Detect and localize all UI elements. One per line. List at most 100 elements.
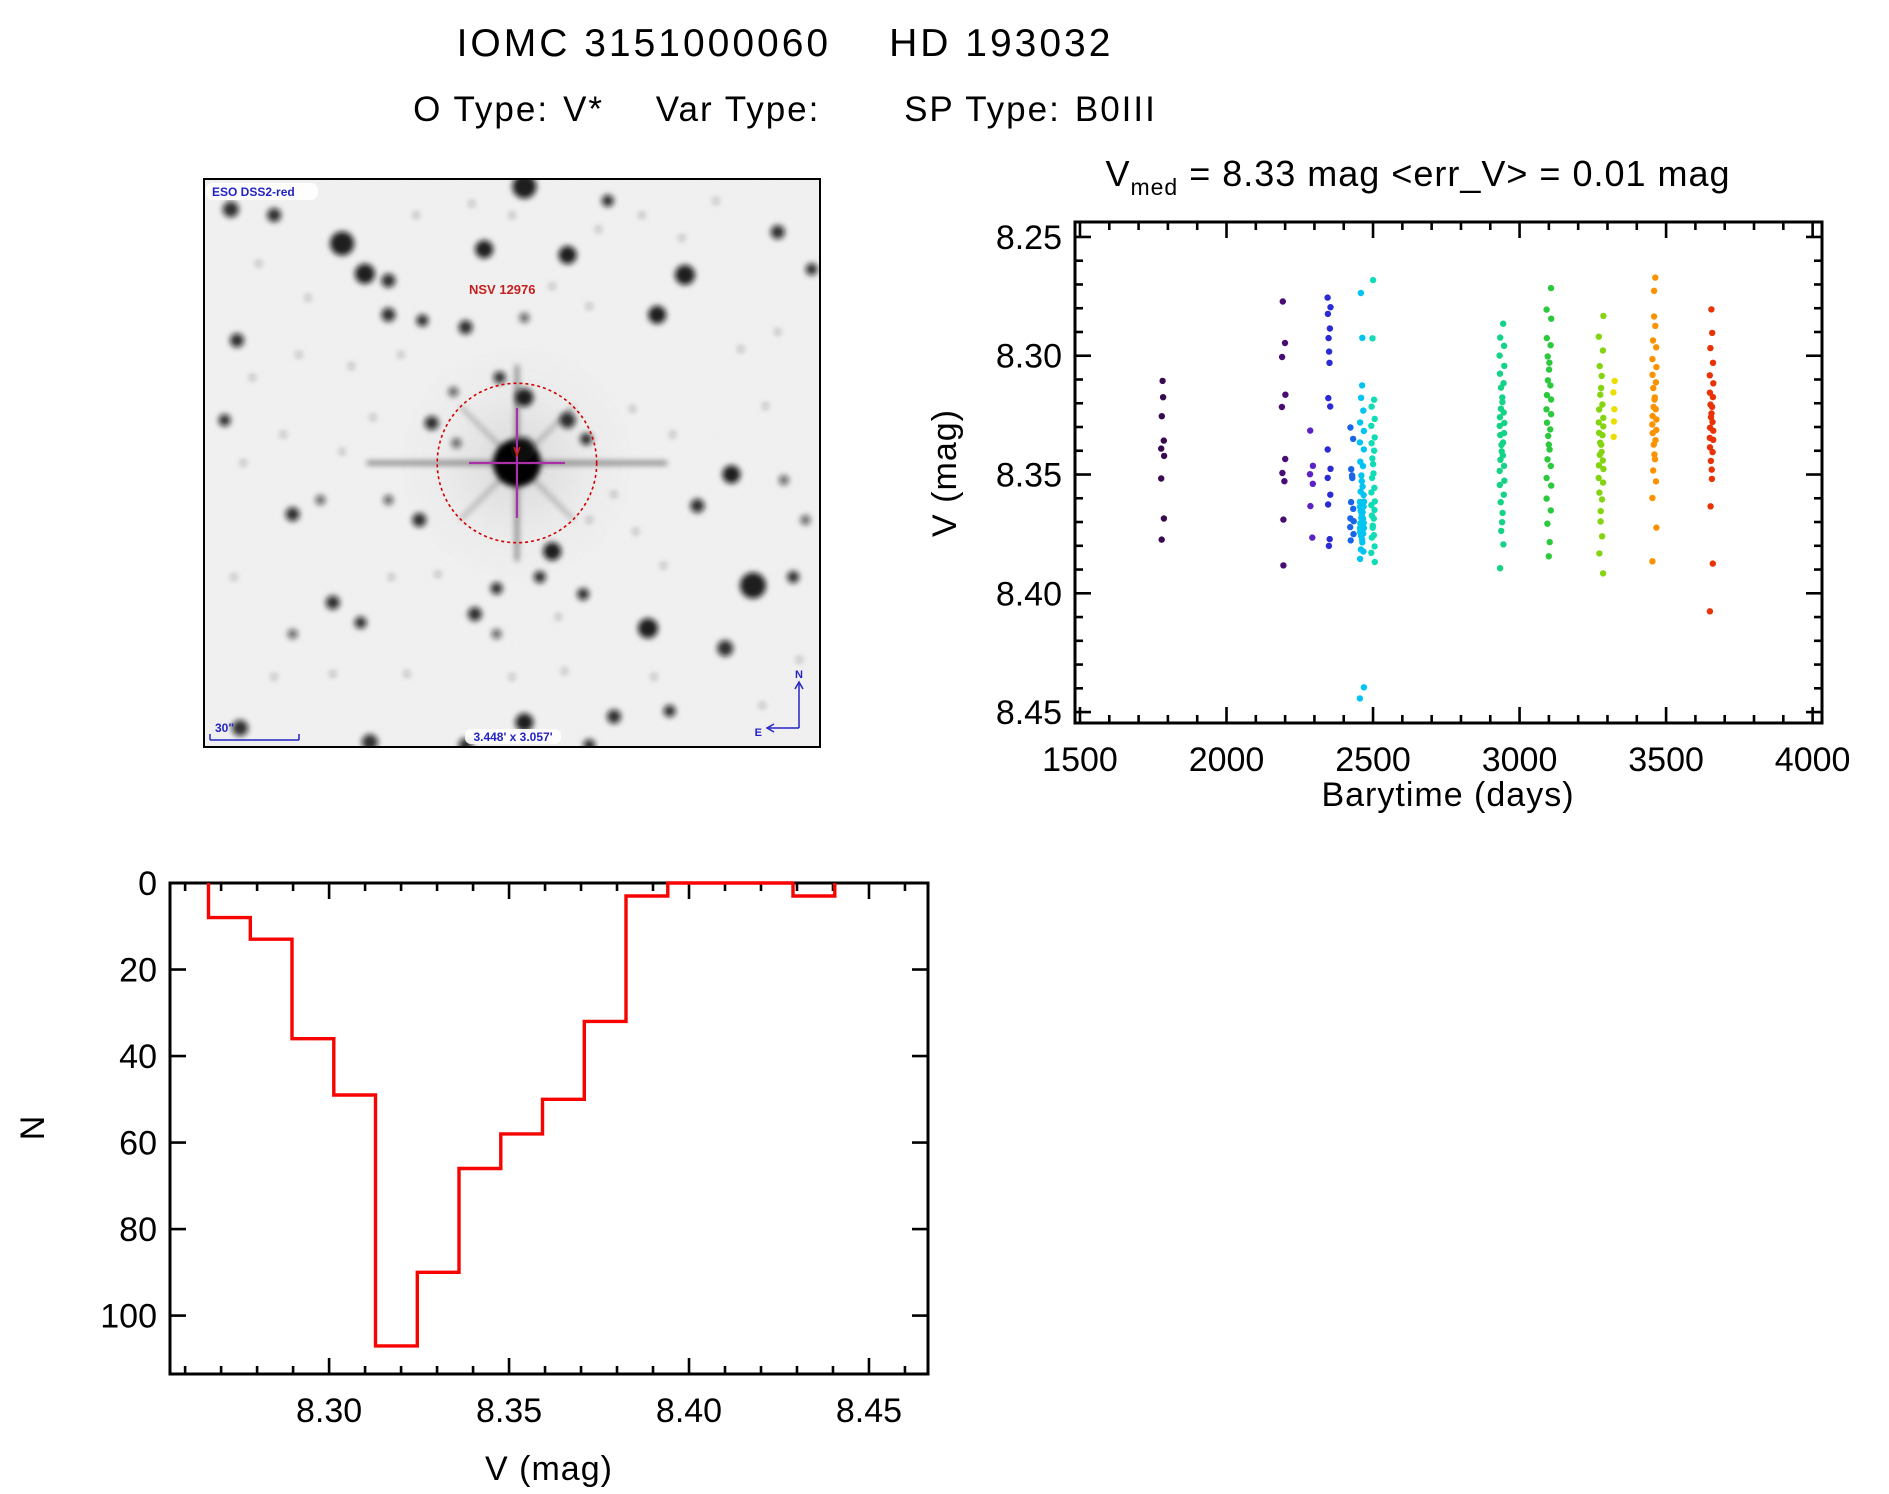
data-point <box>1309 462 1317 469</box>
data-point <box>1369 455 1376 462</box>
data-point <box>1350 518 1357 525</box>
faint-star <box>660 563 666 569</box>
data-point <box>1652 406 1659 413</box>
y-tick-label: 20 <box>119 952 157 990</box>
faint-star <box>796 657 803 663</box>
data-point <box>1358 477 1366 485</box>
data-point <box>1600 312 1607 320</box>
data-point <box>1158 536 1165 543</box>
data-point <box>1596 406 1603 413</box>
data-point <box>1600 414 1607 422</box>
data-point <box>1309 480 1317 487</box>
data-point <box>1279 469 1286 477</box>
data-point <box>1545 432 1552 440</box>
data-point <box>1324 446 1331 453</box>
data-point <box>1650 467 1657 474</box>
field-star <box>490 582 503 595</box>
data-point <box>1356 419 1364 426</box>
data-point <box>1709 560 1717 567</box>
data-point <box>1360 491 1367 499</box>
data-point <box>1368 403 1375 410</box>
data-point <box>1368 501 1375 509</box>
survey-badge: ESO DSS2-red <box>206 183 318 200</box>
finder-chart: ESO DSS2-red NSV 12976 30" 3.448' x 3.05… <box>203 178 821 748</box>
data-point <box>1369 335 1376 342</box>
data-point <box>1651 456 1659 463</box>
data-point <box>1500 342 1508 349</box>
data-point <box>1596 489 1603 496</box>
data-point <box>1649 355 1656 363</box>
data-point <box>1349 435 1357 443</box>
field-star <box>267 208 282 223</box>
data-point <box>1709 448 1716 456</box>
y-tick-label: 0 <box>138 865 157 903</box>
data-point <box>1706 372 1714 379</box>
data-point <box>1371 506 1378 514</box>
data-point <box>1371 415 1378 423</box>
data-point <box>1327 491 1334 498</box>
tick-marks <box>1075 222 1822 723</box>
data-point <box>1500 491 1508 498</box>
scatter-ylabel: V (mag) <box>926 409 964 537</box>
data-point <box>1546 446 1553 453</box>
field-star <box>607 709 621 724</box>
faint-star <box>679 235 685 241</box>
x-tick-label: 8.30 <box>296 1392 362 1430</box>
data-point <box>1359 539 1366 546</box>
data-point <box>1347 498 1355 506</box>
field-star <box>663 705 676 717</box>
data-point <box>1160 452 1168 460</box>
field-star <box>230 333 244 348</box>
data-point <box>1358 472 1365 479</box>
aperture-circle <box>436 382 598 544</box>
field-star <box>770 225 785 240</box>
data-point <box>1547 284 1555 292</box>
data-point <box>1547 342 1554 349</box>
data-point <box>1611 377 1618 385</box>
data-point <box>1371 543 1378 550</box>
data-point <box>1598 496 1606 503</box>
field-star <box>381 273 396 288</box>
x-tick-label: 8.40 <box>656 1392 722 1430</box>
data-point <box>1610 418 1618 425</box>
faint-star <box>762 403 769 409</box>
field-star <box>558 246 577 264</box>
data-point <box>1710 436 1717 443</box>
data-point <box>1649 558 1656 565</box>
faint-star <box>370 414 376 420</box>
data-point <box>1547 507 1555 514</box>
data-point <box>1599 479 1607 486</box>
data-point <box>1358 382 1366 389</box>
histogram-xlabel: V (mag) <box>485 1450 613 1488</box>
x-tick-label: 3500 <box>1628 741 1704 779</box>
data-point <box>1359 483 1366 490</box>
data-point <box>1546 538 1553 546</box>
field-star <box>232 720 249 736</box>
data-point <box>1543 334 1551 342</box>
data-point <box>1501 477 1508 484</box>
target-label: NSV 12976 <box>469 282 536 297</box>
data-point <box>1497 456 1504 463</box>
data-points <box>1158 274 1717 702</box>
histogram-outline <box>206 881 837 1348</box>
data-point <box>1496 565 1504 572</box>
x-tick-label: 4000 <box>1775 741 1851 779</box>
data-point <box>1600 423 1607 430</box>
data-point <box>1158 445 1165 452</box>
data-point <box>1653 524 1660 531</box>
data-point <box>1652 478 1660 485</box>
faint-star <box>348 363 354 369</box>
epoch-cluster <box>1306 427 1317 541</box>
data-point <box>1369 276 1377 284</box>
epoch-cluster <box>1706 306 1717 615</box>
faint-star <box>738 346 744 352</box>
var-type-label: Var Type: <box>655 90 821 129</box>
field-star <box>601 194 614 207</box>
faint-star <box>639 212 645 218</box>
data-point <box>1599 570 1607 577</box>
faint-star <box>413 212 419 218</box>
data-point <box>1610 433 1617 440</box>
field-star <box>361 734 378 748</box>
data-point <box>1371 558 1379 566</box>
